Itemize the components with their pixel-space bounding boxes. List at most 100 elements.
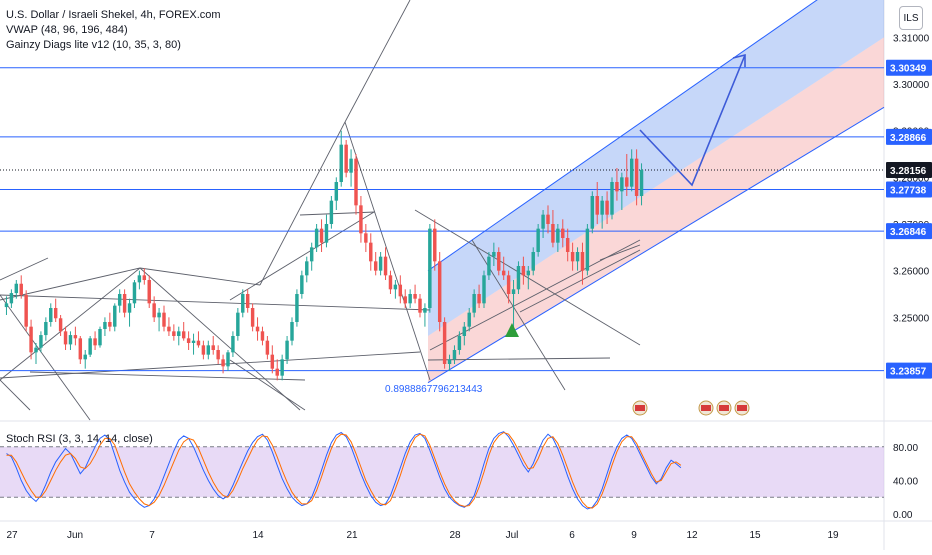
trend-line xyxy=(259,121,346,286)
candle-body xyxy=(506,275,511,294)
candle-body xyxy=(260,331,265,341)
projection-arrow-head xyxy=(732,53,746,67)
stoch-rsi-legend[interactable]: Stoch RSI (3, 3, 14, 14, close) xyxy=(6,433,153,445)
candle-body xyxy=(63,331,68,345)
candle-body xyxy=(78,338,83,360)
candle-body xyxy=(58,318,63,332)
candle-body xyxy=(531,252,535,271)
candle-body xyxy=(521,266,526,276)
candle-body xyxy=(615,182,619,192)
time-tick-label: 14 xyxy=(252,530,264,541)
candle-body xyxy=(492,252,496,257)
trend-line xyxy=(0,379,31,411)
vwap-legend[interactable]: VWAP (48, 96, 196, 484) xyxy=(6,24,128,36)
candle-body xyxy=(477,294,481,304)
gainzy-legend[interactable]: Gainzy Diags lite v12 (10, 35, 3, 80) xyxy=(6,39,181,51)
candle-body xyxy=(447,359,452,364)
candle-body xyxy=(403,296,407,304)
candle-body xyxy=(590,196,595,229)
candle-body xyxy=(177,331,181,336)
channel-lower-line xyxy=(427,106,885,384)
candle-body xyxy=(511,289,516,294)
candle-body xyxy=(570,252,575,262)
candle-body xyxy=(270,354,275,369)
candle-body xyxy=(344,144,348,173)
candle-body xyxy=(93,338,97,346)
price-label: 3.27738 xyxy=(890,186,927,197)
candle-body xyxy=(44,322,48,336)
candle-body xyxy=(147,280,151,304)
price-label-box xyxy=(886,181,932,198)
candle-body xyxy=(236,312,240,336)
candle-body xyxy=(625,177,629,187)
candle-body xyxy=(349,158,353,173)
time-tick-label: 15 xyxy=(749,530,761,541)
candle-body xyxy=(127,303,132,313)
candle-body xyxy=(319,228,324,243)
candle-body xyxy=(526,270,531,276)
candle-body xyxy=(413,294,417,299)
time-tick-label: 7 xyxy=(149,530,155,541)
economic-event-flag-icon xyxy=(737,405,747,411)
candle-body xyxy=(172,331,176,336)
candle-body xyxy=(378,256,383,271)
candle-body xyxy=(226,352,230,367)
candle-body xyxy=(565,238,570,252)
candle-body xyxy=(388,275,393,290)
candle-body xyxy=(497,252,501,271)
candle-body xyxy=(309,247,314,262)
candle-body xyxy=(167,326,171,332)
buy-signal-triangle xyxy=(505,323,519,337)
trend-line xyxy=(344,0,411,123)
candle-body xyxy=(162,312,166,327)
currency-badge[interactable]: ILS xyxy=(899,6,923,30)
candle-body xyxy=(501,270,506,276)
price-label: 3.28156 xyxy=(890,166,927,177)
candle-body xyxy=(255,326,260,332)
candle-body xyxy=(428,228,432,308)
price-tick-label: 3.28000 xyxy=(893,173,930,184)
fib-label: 0.8988867796213443 xyxy=(385,384,483,395)
candle-body xyxy=(231,336,235,353)
candle-body xyxy=(487,256,491,276)
candle-body xyxy=(575,252,580,262)
candle-body xyxy=(290,322,294,341)
candle-body xyxy=(339,144,343,182)
price-label-box xyxy=(886,128,932,145)
candle-body xyxy=(580,252,585,271)
time-tick-label: 27 xyxy=(6,530,18,541)
economic-event-flag-icon xyxy=(701,405,711,411)
time-tick-label: 9 xyxy=(631,530,637,541)
candle-body xyxy=(295,294,299,322)
candle-body xyxy=(629,158,634,187)
trend-line xyxy=(414,209,641,346)
candle-body xyxy=(14,283,19,294)
candle-body xyxy=(211,345,215,350)
time-tick-label: Jul xyxy=(506,530,519,541)
candle-body xyxy=(98,329,102,346)
price-label-box xyxy=(886,59,932,76)
candle-body xyxy=(68,335,73,345)
projection-arrow xyxy=(639,54,746,187)
symbol-title[interactable]: U.S. Dollar / Israeli Shekel, 4h, FOREX.… xyxy=(6,9,221,21)
candle-body xyxy=(324,224,329,243)
time-tick-label: 12 xyxy=(686,530,698,541)
candle-body xyxy=(34,347,38,353)
candle-body xyxy=(285,340,289,360)
candle-body xyxy=(245,294,250,308)
candle-body xyxy=(536,228,540,252)
candle-body xyxy=(610,182,614,215)
candle-body xyxy=(221,359,225,367)
price-tick-label: 3.30000 xyxy=(893,80,930,91)
candle-body xyxy=(364,233,368,243)
candle-body xyxy=(108,322,112,327)
price-label: 3.30349 xyxy=(890,64,927,75)
candle-body xyxy=(551,224,555,243)
candle-body xyxy=(423,308,427,313)
time-tick-label: Jun xyxy=(67,530,83,541)
candle-body xyxy=(29,326,33,353)
candle-body xyxy=(88,338,92,355)
candle-body xyxy=(359,205,363,234)
price-label: 3.26846 xyxy=(890,227,927,238)
time-tick-label: 21 xyxy=(346,530,358,541)
